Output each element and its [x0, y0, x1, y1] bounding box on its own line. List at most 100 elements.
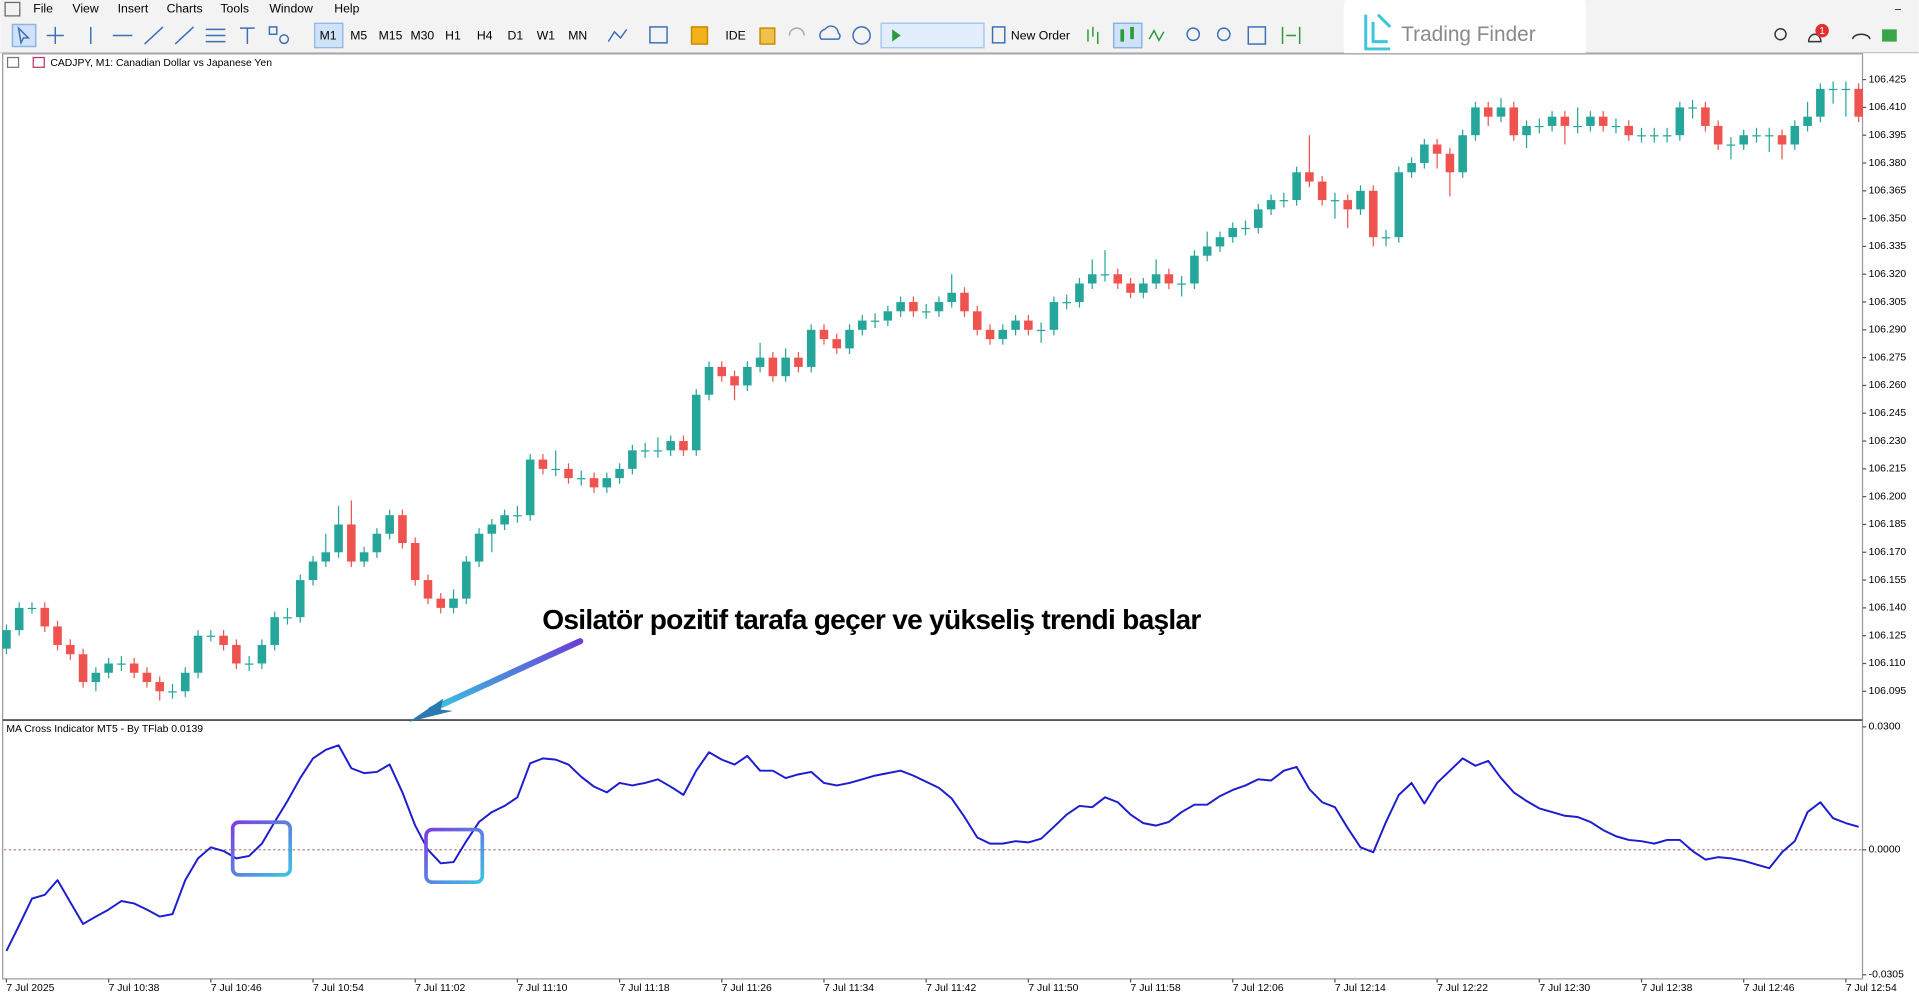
- icon-new-order[interactable]: [991, 26, 1006, 44]
- candle-body: [1764, 135, 1774, 137]
- icon-chart-type[interactable]: [607, 28, 628, 42]
- timeframe-button[interactable]: M30: [410, 28, 434, 42]
- menu-item[interactable]: View: [72, 1, 98, 15]
- indicator-line: [5, 744, 1859, 952]
- timeframe-button[interactable]: H4: [477, 28, 493, 42]
- menu-item[interactable]: Tools: [220, 1, 249, 15]
- chart-tools: [607, 22, 1897, 49]
- y-tick-label: 106.125: [1869, 630, 1907, 641]
- candle-body: [1445, 153, 1455, 173]
- y-tick-label: 106.260: [1869, 380, 1907, 391]
- menu-item[interactable]: Insert: [118, 1, 149, 15]
- window-minimize[interactable]: –: [1895, 4, 1902, 16]
- icon-cloud[interactable]: [819, 25, 841, 40]
- menu-item[interactable]: File: [33, 1, 53, 15]
- y-tick-label: 106.140: [1869, 603, 1907, 614]
- candle-body: [1190, 255, 1199, 284]
- x-tick-label: 7 Jul 11:18: [620, 983, 670, 994]
- candle-body: [1752, 135, 1761, 137]
- icon-bars[interactable]: [1087, 26, 1099, 45]
- timeframe-button[interactable]: MN: [568, 28, 587, 42]
- timeframe-button[interactable]: H1: [445, 28, 461, 42]
- symbol-flag: [32, 56, 45, 68]
- candle-body: [232, 644, 241, 664]
- x-tick-label: 7 Jul 12:38: [1642, 983, 1693, 994]
- menu-item[interactable]: Charts: [167, 1, 203, 15]
- icon-fibo[interactable]: [205, 28, 226, 43]
- candle-body: [1509, 107, 1519, 136]
- notification-count: 1: [1819, 26, 1824, 37]
- icon-user[interactable]: [1851, 33, 1871, 40]
- icon-channel[interactable]: [174, 26, 195, 45]
- candle-body: [117, 663, 126, 665]
- icon-zoom-in[interactable]: [1186, 27, 1201, 42]
- y-tick-label: 106.155: [1869, 575, 1907, 586]
- drawing-tools: [11, 23, 290, 48]
- candle-body: [1062, 302, 1071, 304]
- icon-search[interactable]: [1774, 28, 1787, 41]
- candle-body: [398, 515, 407, 544]
- timeframe-button[interactable]: M5: [350, 28, 367, 42]
- candle-body: [538, 459, 548, 469]
- candle-body: [1650, 135, 1659, 137]
- timeframe-button[interactable]: W1: [537, 28, 556, 42]
- tool-cursor[interactable]: [11, 23, 37, 48]
- icon-template[interactable]: [649, 26, 668, 44]
- timeframe-button[interactable]: M15: [379, 28, 403, 42]
- timeframe-active[interactable]: [314, 22, 344, 49]
- icon-line[interactable]: [1148, 29, 1165, 42]
- annotation-arrowhead: [408, 698, 453, 722]
- icon-shift[interactable]: [1281, 26, 1301, 45]
- candle-body: [436, 598, 446, 608]
- icon-candles: [1120, 26, 1134, 42]
- annotation-text: Osilatör pozitif tarafa geçer ve yükseli…: [542, 604, 1201, 635]
- candle-body: [1573, 125, 1582, 128]
- icon-crosshair[interactable]: [46, 26, 64, 45]
- candle-body: [40, 607, 50, 627]
- candle-body: [1024, 320, 1033, 330]
- x-tick-label: 7 Jul 12:54: [1846, 983, 1897, 994]
- candle-body: [1841, 88, 1851, 91]
- candle-body: [1726, 144, 1736, 146]
- candle-body: [1368, 190, 1378, 238]
- icon-signal[interactable]: [788, 27, 805, 36]
- candle-body: [653, 450, 663, 452]
- icon-shapes-2: [279, 34, 290, 45]
- candle-body: [1713, 125, 1723, 145]
- icon-bell[interactable]: [1807, 33, 1822, 43]
- x-tick-label: 7 Jul 12:30: [1539, 983, 1590, 994]
- icon-lock[interactable]: [759, 27, 776, 45]
- icon-text[interactable]: [240, 27, 255, 45]
- candle-body: [1126, 283, 1135, 293]
- candle-body: [410, 543, 420, 581]
- candle-body: [602, 478, 612, 488]
- candle-body: [1637, 135, 1646, 137]
- y-tick-label: 106.110: [1869, 658, 1906, 669]
- icon-zoom-out[interactable]: [1216, 27, 1231, 42]
- logo-text: Trading Finder: [1401, 23, 1536, 46]
- candle-body: [1688, 107, 1697, 109]
- icon-trend[interactable]: [144, 26, 164, 45]
- icon-candles-active[interactable]: [1112, 22, 1143, 49]
- candle-body: [1598, 116, 1608, 126]
- candle-body: [129, 663, 139, 673]
- menu-item[interactable]: Window: [269, 1, 313, 15]
- candle-body: [1151, 274, 1161, 284]
- new-order-label[interactable]: New Order: [1011, 28, 1070, 42]
- ide-button[interactable]: IDE: [725, 28, 745, 42]
- candle-body: [896, 302, 905, 312]
- candle-body: [372, 533, 382, 553]
- icon-shapes[interactable]: [268, 26, 278, 35]
- candle-body: [691, 394, 701, 451]
- candle-body: [576, 478, 586, 480]
- timeframe-button[interactable]: M1: [320, 28, 337, 42]
- icon-grid[interactable]: [1247, 26, 1267, 45]
- timeframe-button[interactable]: D1: [508, 28, 524, 42]
- menu-item[interactable]: Help: [334, 1, 359, 15]
- x-tick-label: 7 Jul 11:34: [824, 983, 874, 994]
- icon-market[interactable]: [690, 26, 709, 45]
- icon-vps[interactable]: [852, 26, 871, 45]
- candle-body: [1854, 88, 1863, 117]
- x-tick-label: 7 Jul 11:26: [722, 983, 772, 994]
- candle-body: [832, 339, 842, 349]
